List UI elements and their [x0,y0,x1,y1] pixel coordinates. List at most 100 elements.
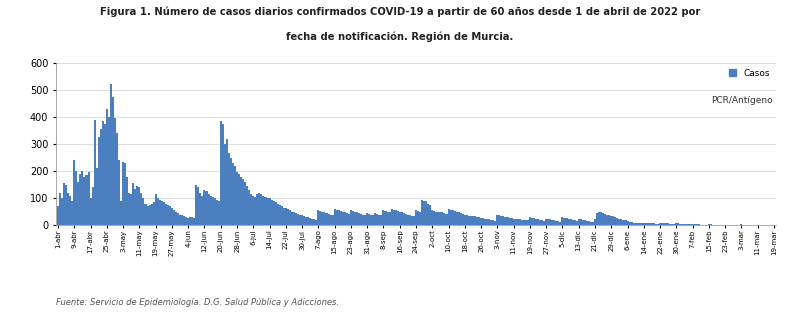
Bar [382,210,385,225]
Bar [96,168,98,225]
Bar [368,214,370,225]
Bar [580,219,582,225]
Bar [411,216,413,225]
Bar [303,216,305,225]
Bar [261,194,262,225]
Text: PCR/Antígeno: PCR/Antígeno [711,96,774,105]
Bar [401,212,402,225]
Bar [145,204,146,225]
Bar [558,221,559,225]
Bar [567,219,570,225]
Bar [120,201,122,225]
Bar [94,120,96,225]
Bar [618,218,621,225]
Bar [714,224,716,225]
Bar [356,212,358,225]
Bar [350,210,352,225]
Bar [228,153,230,225]
Bar [417,211,419,225]
Bar [466,215,468,225]
Bar [741,224,742,225]
Bar [476,217,478,225]
Bar [430,205,431,225]
Bar [494,221,496,225]
Bar [150,204,153,225]
Bar [686,224,687,225]
Bar [642,223,645,225]
Bar [167,205,169,225]
Bar [622,220,625,225]
Bar [537,219,539,225]
Bar [240,177,242,225]
Bar [348,214,350,225]
Bar [100,129,102,225]
Bar [716,224,718,225]
Bar [712,224,714,225]
Bar [154,194,157,225]
Bar [522,220,525,225]
Bar [273,201,274,225]
Text: Figura 1. Número de casos diarios confirmados COVID-19 a partir de 60 años desde: Figura 1. Número de casos diarios confir… [100,6,700,17]
Bar [438,212,439,225]
Bar [314,219,315,225]
Bar [262,196,265,225]
Bar [525,220,527,225]
Bar [464,214,466,225]
Bar [517,219,518,225]
Bar [79,174,82,225]
Bar [206,192,207,225]
Bar [315,220,318,225]
Bar [547,219,550,225]
Bar [270,200,273,225]
Bar [419,212,421,225]
Bar [468,216,470,225]
Bar [169,206,171,225]
Bar [282,208,285,225]
Bar [691,224,694,225]
Bar [132,183,134,225]
Bar [252,196,254,225]
Bar [352,211,354,225]
Bar [158,200,161,225]
Bar [63,183,65,225]
Bar [588,221,590,225]
Bar [490,220,492,225]
Bar [690,224,691,225]
Bar [413,216,415,225]
Bar [554,220,555,225]
Bar [667,223,670,225]
Bar [551,220,554,225]
Bar [376,214,378,225]
Bar [456,212,458,225]
Bar [708,224,710,225]
Bar [177,213,179,225]
Bar [397,211,398,225]
Bar [297,214,299,225]
Bar [226,139,228,225]
Bar [291,212,293,225]
Bar [91,187,94,225]
Bar [307,217,310,225]
Bar [146,206,149,225]
Bar [242,179,244,225]
Bar [90,198,91,225]
Bar [610,216,612,225]
Bar [409,215,411,225]
Bar [496,214,498,225]
Bar [661,223,663,225]
Bar [545,218,547,225]
Bar [265,197,266,225]
Bar [67,193,70,225]
Bar [531,218,533,225]
Bar [443,213,446,225]
Bar [435,212,438,225]
Bar [236,172,238,225]
Bar [195,185,198,225]
Bar [59,193,61,225]
Bar [694,224,696,225]
Bar [757,224,758,225]
Bar [421,200,423,225]
Bar [354,212,356,225]
Bar [637,223,638,225]
Bar [439,212,442,225]
